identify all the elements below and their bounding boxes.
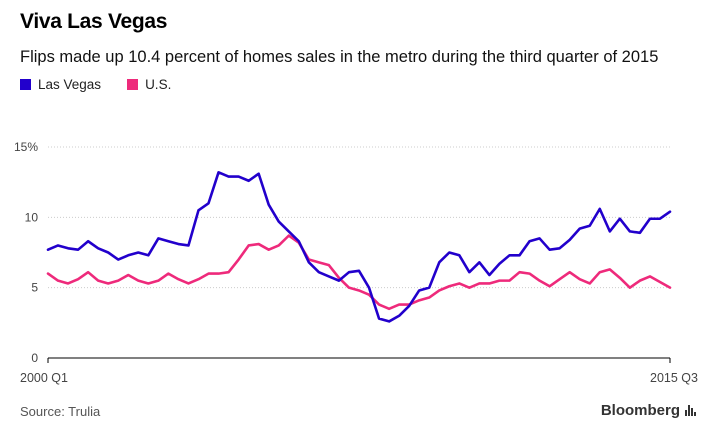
chart-subtitle: Flips made up 10.4 percent of homes sale… xyxy=(20,48,659,66)
x-tick-label-end: 2015 Q3 xyxy=(650,371,698,385)
legend-item-us: U.S. xyxy=(127,77,171,92)
y-tick-label: 15% xyxy=(14,140,38,154)
gridlines xyxy=(48,146,670,289)
legend-label-las-vegas: Las Vegas xyxy=(38,77,102,92)
y-tick-label: 0 xyxy=(31,351,38,365)
x-tick-label-start: 2000 Q1 xyxy=(20,371,68,385)
legend-swatch-las-vegas xyxy=(20,79,31,90)
source-note: Source: Trulia xyxy=(20,404,101,419)
legend-label-us: U.S. xyxy=(145,77,172,92)
y-tick-label: 5 xyxy=(31,281,38,295)
series-line-las-vegas xyxy=(46,171,672,323)
legend: Las Vegas U.S. xyxy=(20,77,197,92)
y-tick-label: 10 xyxy=(25,210,39,224)
brand-name: Bloomberg xyxy=(600,402,680,419)
legend-swatch-us xyxy=(127,79,139,90)
y-axis-ticks: 0 5 10 15% xyxy=(14,140,38,365)
series-lines xyxy=(46,171,672,323)
chart-title: Viva Las Vegas xyxy=(20,10,168,33)
legend-item-las-vegas: Las Vegas xyxy=(20,77,101,92)
series-line-u-s xyxy=(46,234,672,311)
brand-logo: Bloomberg xyxy=(601,402,696,419)
x-axis: 2000 Q1 2015 Q3 xyxy=(20,357,698,385)
bar-chart-icon xyxy=(685,405,696,416)
